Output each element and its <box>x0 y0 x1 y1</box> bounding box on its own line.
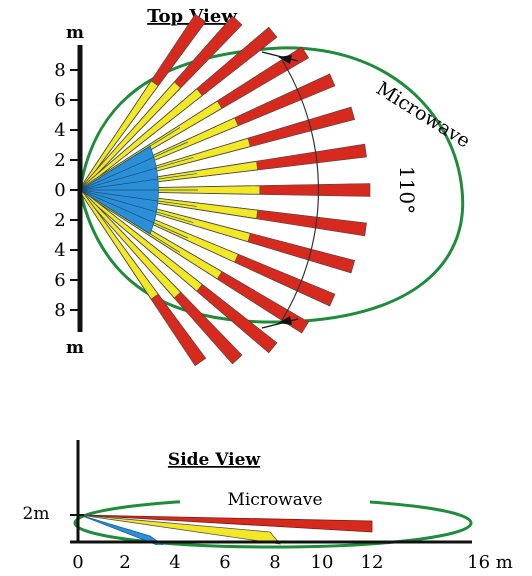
side-x-ticks: 0 2 4 6 8 10 12 16 m <box>72 552 513 573</box>
angle-arrow-top-head <box>278 55 292 64</box>
top-y-tick-label: 8 <box>54 300 65 321</box>
side-height-label: 2m <box>23 504 50 524</box>
angle-arrow-bottom-head <box>278 316 292 325</box>
side-x-tick-label: 12 <box>361 552 384 573</box>
angle-arrow-top-line <box>261 51 299 62</box>
pir-short-range-line <box>79 189 188 239</box>
top-y-ticks: 8 6 4 2 0 2 4 6 8 <box>54 60 80 321</box>
angle-label: 110° <box>395 166 419 214</box>
side-x-tick-label: 8 <box>269 552 280 573</box>
pir-short-range-line <box>79 127 181 191</box>
top-y-tick-label: 2 <box>54 210 65 231</box>
side-beam-long <box>79 514 373 533</box>
side-x-tick-label: 6 <box>219 552 230 573</box>
side-x-tick-label: 2 <box>119 552 130 573</box>
top-y-tick-label: 4 <box>54 240 65 261</box>
angle-arc <box>281 59 319 321</box>
side-beams <box>79 514 373 545</box>
top-microwave-label: Microwave <box>372 77 474 152</box>
top-y-tick-label: 0 <box>54 180 65 201</box>
angle-label-bg <box>390 168 412 208</box>
side-x-tick-label: 10 <box>311 552 334 573</box>
side-microwave-label: Microwave <box>227 490 322 510</box>
side-view-title: Side View <box>168 450 261 470</box>
side-x-tick-label: 16 m <box>467 552 513 573</box>
side-x-tick-label: 4 <box>169 552 180 573</box>
pir-short-range-lines <box>79 127 198 253</box>
microwave-coverage-outline <box>78 46 465 324</box>
top-y-tick-label: 4 <box>54 120 65 141</box>
pir-short-range-line <box>79 173 197 191</box>
top-y-tick-label: 6 <box>54 90 65 111</box>
top-unit-label-bottom: m <box>66 338 84 358</box>
pir-short-range-line <box>79 157 194 191</box>
pir-short-range-line <box>79 189 181 253</box>
side-beam-mid <box>79 514 281 545</box>
angle-arrow-bottom-line <box>261 318 299 329</box>
top-unit-label: m <box>66 23 84 43</box>
top-y-tick-label: 6 <box>54 270 65 291</box>
side-view: Side View Microwave 2m 0 2 4 6 8 10 12 16 m <box>23 440 513 573</box>
pir-short-range-line <box>79 141 188 191</box>
side-microwave-label-bg <box>180 488 370 510</box>
top-view: Top View m 8 6 4 2 0 2 4 6 8 m Microwave 110° <box>54 6 474 367</box>
pir-short-range-line <box>79 189 194 223</box>
top-view-title: Top View <box>147 6 237 27</box>
pir-short-range-line <box>79 189 197 207</box>
top-y-tick-label: 8 <box>54 60 65 81</box>
side-x-tick-label: 0 <box>72 552 83 573</box>
top-y-tick-label: 2 <box>54 150 65 171</box>
